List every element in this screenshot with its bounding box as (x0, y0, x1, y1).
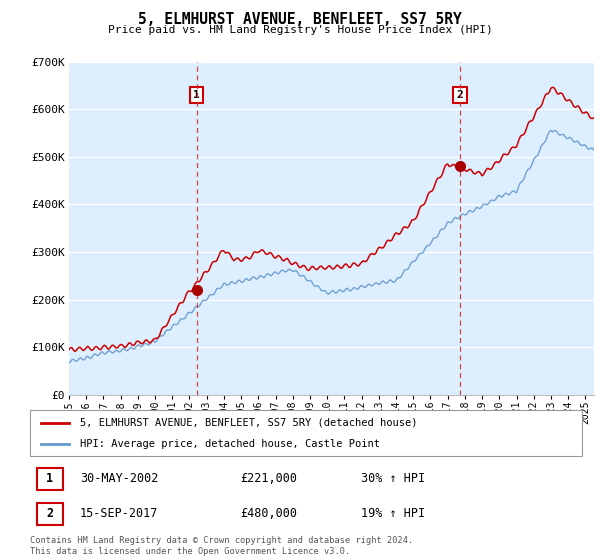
Bar (37, 468, 63, 490)
Text: 19% ↑ HPI: 19% ↑ HPI (361, 507, 425, 520)
Text: 15-SEP-2017: 15-SEP-2017 (80, 507, 158, 520)
Text: 1: 1 (46, 472, 53, 486)
Bar (37, 503, 63, 525)
Text: 30-MAY-2002: 30-MAY-2002 (80, 472, 158, 486)
Text: 5, ELMHURST AVENUE, BENFLEET, SS7 5RY (detached house): 5, ELMHURST AVENUE, BENFLEET, SS7 5RY (d… (80, 418, 417, 428)
Text: £221,000: £221,000 (240, 472, 297, 486)
Text: £480,000: £480,000 (240, 507, 297, 520)
Text: Contains HM Land Registry data © Crown copyright and database right 2024.
This d: Contains HM Land Registry data © Crown c… (30, 536, 413, 556)
Text: 2: 2 (46, 507, 53, 520)
Text: 2: 2 (457, 90, 463, 100)
Text: 30% ↑ HPI: 30% ↑ HPI (361, 472, 425, 486)
Text: Price paid vs. HM Land Registry's House Price Index (HPI): Price paid vs. HM Land Registry's House … (107, 25, 493, 35)
Text: 5, ELMHURST AVENUE, BENFLEET, SS7 5RY: 5, ELMHURST AVENUE, BENFLEET, SS7 5RY (138, 12, 462, 27)
Text: HPI: Average price, detached house, Castle Point: HPI: Average price, detached house, Cast… (80, 439, 380, 449)
Text: 1: 1 (193, 90, 200, 100)
